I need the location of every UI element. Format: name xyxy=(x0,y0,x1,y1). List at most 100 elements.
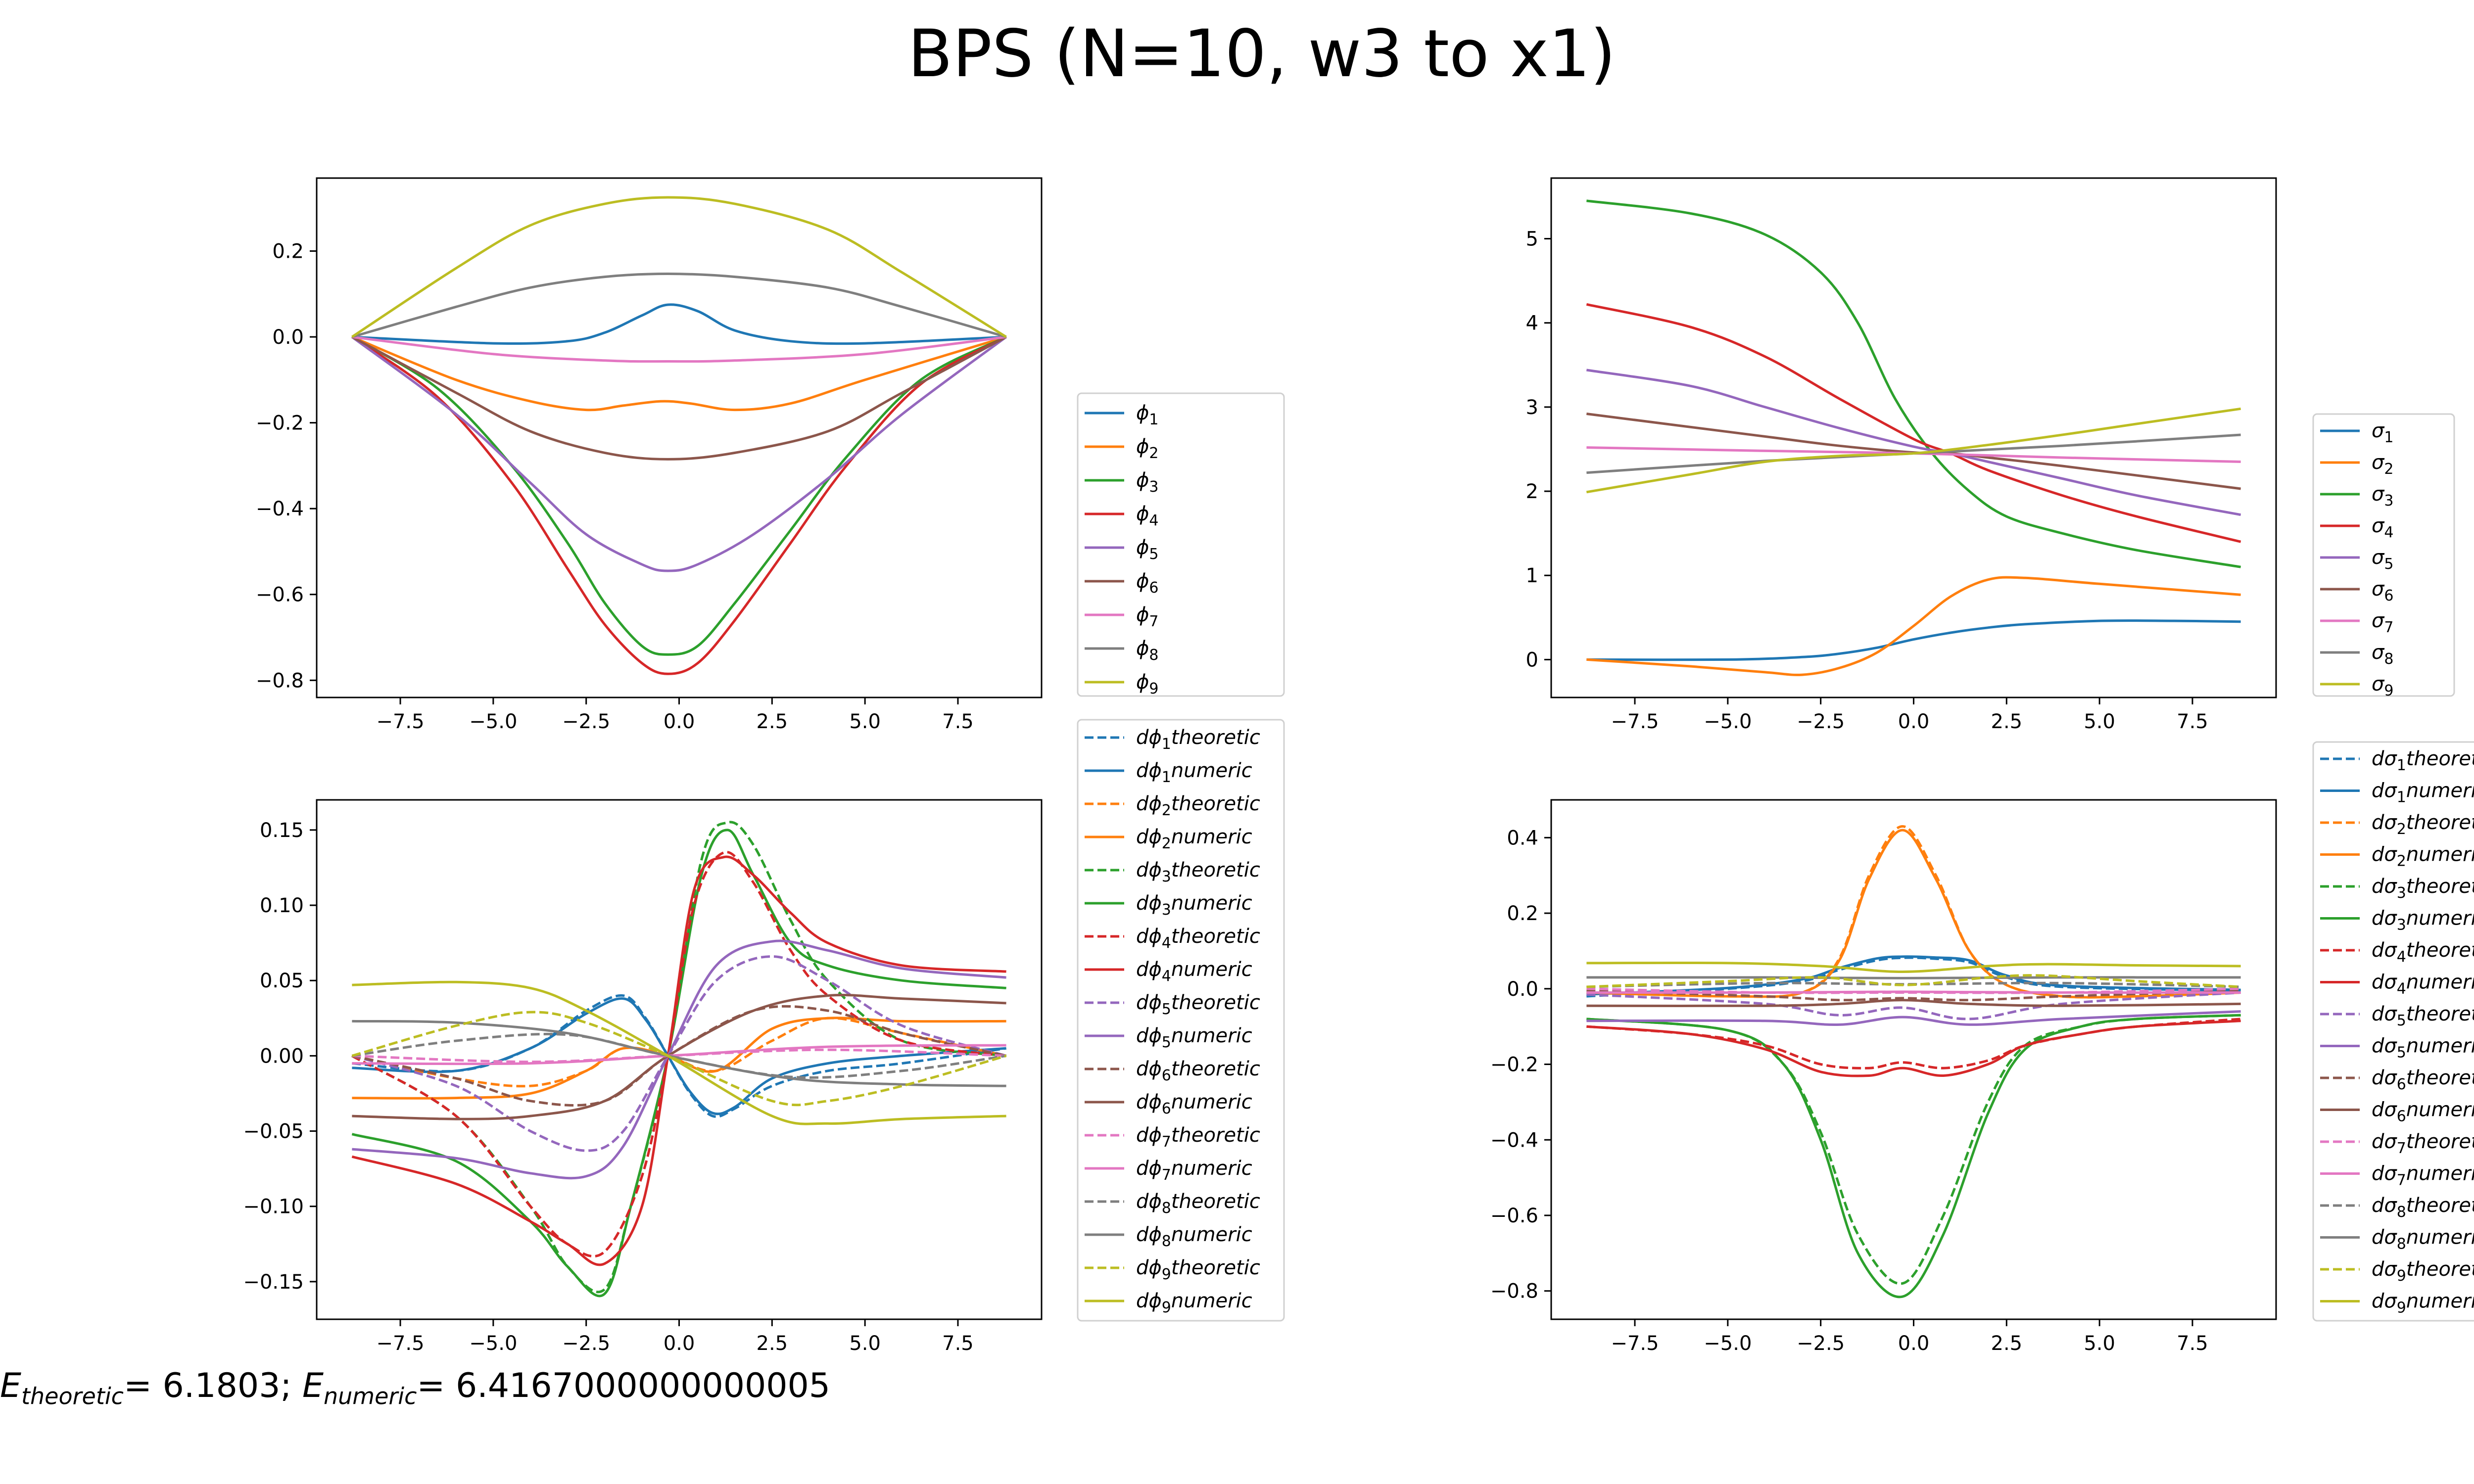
legend-label-base: dϕ xyxy=(1136,1190,1162,1213)
legend-label-suffix: numeric xyxy=(2406,1290,2474,1313)
series-group xyxy=(351,821,1007,1298)
y-tick-label: 0.2 xyxy=(1507,902,1538,925)
series-line-8 xyxy=(351,273,1007,338)
series-line-4 xyxy=(351,335,1007,675)
legend-label-base: dσ xyxy=(2372,843,2397,866)
y-tick-label: 0.4 xyxy=(1507,827,1538,849)
y-tick-label: 0.2 xyxy=(272,240,304,263)
legend-label-subscript: 7 xyxy=(1162,1133,1171,1151)
legend-label-subscript: 3 xyxy=(1162,868,1171,885)
series-line-6 xyxy=(351,335,1007,461)
y-tick-label: −0.4 xyxy=(256,498,304,520)
legend-label-subscript: 3 xyxy=(2384,492,2393,510)
series-line-3 xyxy=(1586,199,2241,568)
legend-label-subscript: 6 xyxy=(2397,1076,2406,1093)
legend-label-subscript: 4 xyxy=(2397,980,2406,998)
legend-label-base: dσ xyxy=(2372,1130,2397,1153)
legend-label-subscript: 8 xyxy=(1162,1200,1171,1217)
y-tick-label: −0.4 xyxy=(1490,1129,1538,1152)
chart-panel-3: −7.5 −5.0 −2.5 0.0 2.5 5.0 7.5 0.15 0.10 0.05 0.00… xyxy=(243,719,1285,1355)
legend-label-base: σ xyxy=(2372,514,2385,537)
x-tick-label: −5.0 xyxy=(1704,1332,1752,1355)
legend-label-base: σ xyxy=(2372,419,2385,442)
series-group xyxy=(1586,199,2241,676)
legend-label-5: ϕ5 xyxy=(1136,536,1158,563)
energy-theoretic-symbol: E xyxy=(0,1366,21,1405)
legend-label-base: ϕ xyxy=(1136,637,1149,660)
legend-label-base: dσ xyxy=(2372,1290,2397,1313)
y-tick-label: −0.8 xyxy=(256,669,304,692)
legend-label-11: dσ6theoretic xyxy=(2372,1067,2474,1093)
x-tick-label: 7.5 xyxy=(2177,1332,2208,1355)
legend-label-base: σ xyxy=(2372,451,2385,474)
legend-label-subscript: 7 xyxy=(1162,1166,1171,1184)
legend-label-base: ϕ xyxy=(1136,536,1149,559)
legend-label-suffix: numeric xyxy=(2406,1099,2474,1121)
legend-label-subscript: 7 xyxy=(2397,1140,2406,1157)
x-tick-label: 5.0 xyxy=(849,710,881,733)
series-line-2 xyxy=(352,997,1006,1115)
legend-label-suffix: numeric xyxy=(2406,971,2474,994)
x-tick-label: 2.5 xyxy=(757,710,788,733)
legend-label-suffix: numeric xyxy=(2406,843,2474,866)
legend-label-subscript: 5 xyxy=(2397,1012,2406,1029)
x-tick-label: −7.5 xyxy=(1611,710,1659,733)
legend-label-base: ϕ xyxy=(1136,503,1149,525)
legend-label-subscript: 8 xyxy=(2397,1236,2406,1253)
legend-label-10: dϕ5numeric xyxy=(1136,1024,1252,1051)
legend-label-base: dϕ xyxy=(1136,1058,1162,1080)
legend-label-subscript: 1 xyxy=(1162,736,1171,753)
legend-label-subscript: 7 xyxy=(2384,619,2393,636)
legend-label-subscript: 9 xyxy=(2384,682,2393,699)
series-line-9 xyxy=(351,196,1007,338)
figure-title: BPS (N=10, w3 to x1) xyxy=(907,16,1616,92)
y-tick-label: 0.0 xyxy=(272,326,304,349)
legend-label-base: ϕ xyxy=(1136,570,1149,593)
legend-label-subscript: 5 xyxy=(1162,1001,1171,1018)
legend-label-base: dϕ xyxy=(1136,1157,1162,1180)
legend-frame xyxy=(1077,719,1285,1322)
legend-label-base: dϕ xyxy=(1136,991,1162,1014)
legend-label-3: σ3 xyxy=(2372,483,2393,510)
legend-label-base: dϕ xyxy=(1136,925,1162,948)
series-line-12 xyxy=(1586,999,2241,1007)
energy-theoretic-subscript: theoretic xyxy=(21,1383,124,1410)
chart-panel-1: −7.5 −5.0 −2.5 0.0 2.5 5.0 7.5 0.2 0.0 −0.2 −0.4 −0… xyxy=(256,177,1285,733)
legend-label-1: dϕ1theoretic xyxy=(1136,726,1260,753)
y-tick-label: 0.10 xyxy=(260,894,304,917)
legend-label-suffix: theoretic xyxy=(2406,747,2474,770)
legend-label-subscript: 5 xyxy=(2397,1044,2406,1062)
legend-label-suffix: theoretic xyxy=(1171,1256,1260,1279)
series-line-7 xyxy=(1586,446,2241,463)
series-line-8 xyxy=(1586,1020,2241,1077)
legend-label-2: ϕ2 xyxy=(1136,435,1158,462)
x-tick-label: −5.0 xyxy=(469,710,517,733)
legend-label-subscript: 1 xyxy=(1149,411,1158,428)
legend-label-suffix: theoretic xyxy=(1171,792,1260,815)
series-line-18 xyxy=(1586,961,2241,973)
legend-label-suffix: numeric xyxy=(1171,1091,1252,1113)
legend-label-base: dσ xyxy=(2372,1067,2397,1089)
legend-label-4: ϕ4 xyxy=(1136,503,1158,529)
chart-panel-4: −7.5 −5.0 −2.5 0.0 2.5 5.0 7.5 0.4 0.2 0.0 −0.2 −0.… xyxy=(1490,741,2474,1355)
legend-label-base: dσ xyxy=(2372,747,2397,770)
series-line-2 xyxy=(351,335,1007,412)
y-tick-label: 0.05 xyxy=(260,970,304,992)
legend-label-suffix: numeric xyxy=(1171,1223,1252,1246)
legend-label-base: σ xyxy=(2372,641,2385,664)
legend-label-subscript: 9 xyxy=(1162,1266,1171,1283)
y-tick-label: 4 xyxy=(1526,312,1538,335)
y-tick-label: −0.05 xyxy=(243,1120,304,1143)
legend-label-subscript: 2 xyxy=(1149,445,1158,462)
legend-label-base: ϕ xyxy=(1136,603,1149,626)
legend-label-suffix: numeric xyxy=(1171,1290,1252,1312)
legend-label-9: σ9 xyxy=(2372,673,2393,699)
legend-label-subscript: 6 xyxy=(1149,579,1158,597)
legend-label-base: dσ xyxy=(2372,971,2397,994)
legend-label-subscript: 2 xyxy=(1162,802,1171,819)
legend-label-6: dϕ3numeric xyxy=(1136,892,1252,919)
x-tick-label: 5.0 xyxy=(2084,710,2115,733)
legend-label-base: dσ xyxy=(2372,1035,2397,1058)
x-tick-label: 2.5 xyxy=(1991,1332,2023,1355)
